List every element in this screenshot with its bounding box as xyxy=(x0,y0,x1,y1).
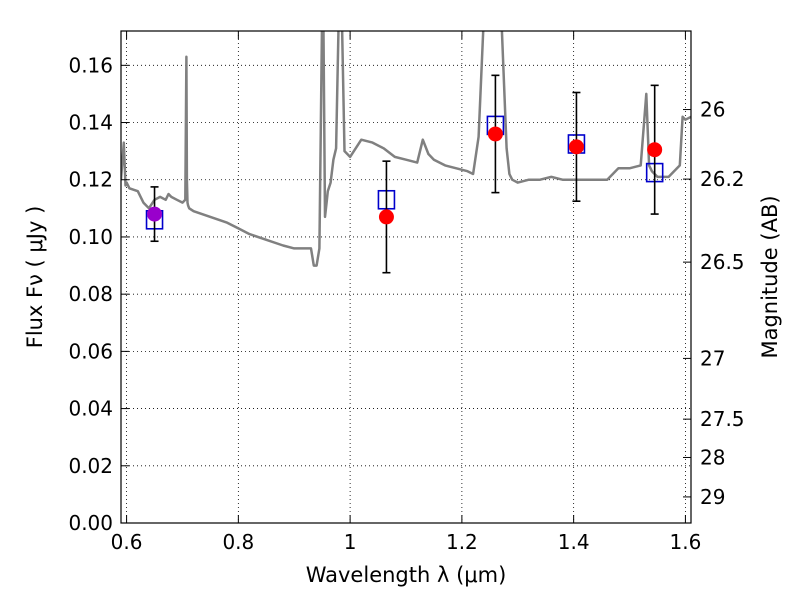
plot-frame xyxy=(120,30,692,524)
magnitude-tick-label: 28 xyxy=(700,445,725,469)
y-tick-label: 0.12 xyxy=(68,168,113,192)
magnitude-tick-label: 27 xyxy=(700,346,725,370)
y-tick-label: 0.04 xyxy=(68,397,113,421)
x-tick-label: 0.8 xyxy=(222,530,254,554)
x-tick-label: 1.2 xyxy=(446,530,478,554)
model-spectrum-line xyxy=(121,31,691,267)
y-tick-label: 0.06 xyxy=(68,339,113,363)
y-tick-label: 0.16 xyxy=(68,53,113,77)
magnitude-tick-label: 27.5 xyxy=(700,407,745,431)
magnitude-tick-label: 26.5 xyxy=(700,250,745,274)
x-tick-label: 1 xyxy=(344,530,357,554)
magnitude-tick-label: 29 xyxy=(700,485,725,509)
data-layer xyxy=(121,31,691,274)
y-tick-label: 0.00 xyxy=(68,511,113,535)
y-tick-label: 0.02 xyxy=(68,454,113,478)
observed-flux-point xyxy=(568,139,584,155)
x-tick-label: 0.6 xyxy=(111,530,143,554)
y-axis-title: Flux Fν ( μJy ) xyxy=(23,206,47,349)
magnitude-tick-label: 26.2 xyxy=(700,167,745,191)
y-tick-label: 0.14 xyxy=(68,111,113,135)
y-tick-label: 0.08 xyxy=(68,282,113,306)
right-axis-title: Magnitude (AB) xyxy=(758,195,782,358)
observed-flux-point xyxy=(147,206,163,222)
observed-flux-point xyxy=(647,142,663,158)
y-tick-label: 0.10 xyxy=(68,225,113,249)
observed-flux-point xyxy=(487,126,503,142)
axes: 0.6 0.8 1 1.2 1.4 1.6 0.00 0.02 0.04 0.06 0.08 0.10… xyxy=(68,30,745,554)
x-axis-title: Wavelength λ (μm) xyxy=(306,563,507,587)
observed-flux-point xyxy=(378,209,394,225)
magnitude-tick-label: 26 xyxy=(700,98,725,122)
x-tick-label: 1.4 xyxy=(558,530,590,554)
x-tick-label: 1.6 xyxy=(670,530,702,554)
